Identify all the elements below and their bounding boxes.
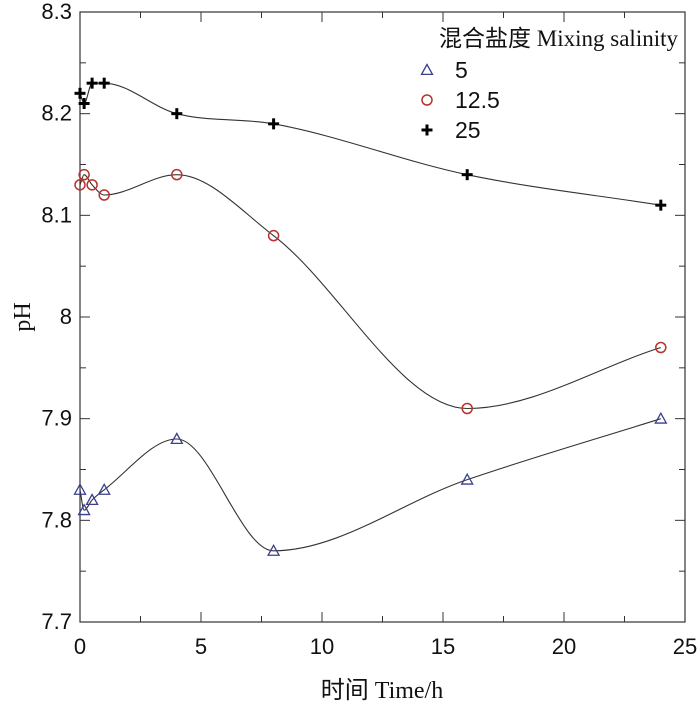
series-12-5-point xyxy=(461,402,473,415)
series-5-point xyxy=(77,503,91,516)
legend-marker-25 xyxy=(421,124,433,136)
x-tick-label: 0 xyxy=(74,634,86,659)
series-5-point xyxy=(654,411,668,424)
series-12-5-point xyxy=(655,341,667,354)
legend-label-12-5: 12.5 xyxy=(455,87,500,113)
series-5-point xyxy=(170,432,184,445)
legend-label-25: 25 xyxy=(455,117,481,143)
legend: 混合盐度 Mixing salinity 5 12.5 25 xyxy=(420,26,678,143)
series-25-point xyxy=(74,87,86,99)
y-tick-label: 8 xyxy=(60,304,72,329)
ticks-layer: 0 5 10 15 20 25 7.7 7.8 7.9 8 8.1 8.2 8.3 xyxy=(41,0,697,659)
series-line-12-5 xyxy=(79,174,661,410)
series-25-point xyxy=(655,199,667,211)
series-5-point xyxy=(460,472,474,485)
y-tick-label: 8.3 xyxy=(41,0,72,24)
series-12-5-point xyxy=(86,179,98,191)
series-12-5-point xyxy=(78,168,90,181)
plot-frame xyxy=(79,11,686,623)
x-axis-title: 时间 Time/h xyxy=(321,677,443,704)
x-tick-label: 25 xyxy=(673,634,697,659)
series-25-point xyxy=(98,77,110,89)
x-tick-label: 20 xyxy=(552,634,576,659)
y-tick-label: 7.7 xyxy=(41,609,72,634)
legend-marker-5 xyxy=(420,63,434,76)
series-25-point xyxy=(86,77,98,89)
y-tick-label: 8.1 xyxy=(41,202,72,227)
markers-layer xyxy=(73,77,668,556)
series-5-point xyxy=(73,482,87,495)
legend-items: 5 12.5 25 xyxy=(420,57,500,143)
series-12-5-point xyxy=(98,189,110,201)
y-axis-title: pH xyxy=(10,302,36,331)
series-25-point xyxy=(78,98,90,109)
series-5-point xyxy=(97,482,111,495)
series-25-point xyxy=(268,118,280,130)
y-tick-label: 7.9 xyxy=(41,406,72,431)
legend-label-5: 5 xyxy=(455,57,468,83)
series-12-5-point xyxy=(267,229,280,242)
legend-marker-12-5 xyxy=(421,94,433,106)
series-12-5-point xyxy=(74,179,86,191)
x-tick-label: 5 xyxy=(195,634,207,659)
series-line-25 xyxy=(79,82,661,206)
y-tick-label: 7.8 xyxy=(41,507,72,532)
legend-title: 混合盐度 Mixing salinity xyxy=(439,26,678,51)
x-tick-label: 15 xyxy=(431,634,455,659)
series-5-point xyxy=(85,493,99,506)
series-25-point xyxy=(171,108,183,120)
curves-layer xyxy=(79,82,661,552)
y-tick-label: 8.2 xyxy=(41,101,72,126)
series-5-point xyxy=(266,543,281,556)
series-25-point xyxy=(461,169,473,181)
series-line-5 xyxy=(79,418,661,552)
series-12-5-point xyxy=(171,168,183,181)
x-tick-label: 10 xyxy=(310,634,334,659)
